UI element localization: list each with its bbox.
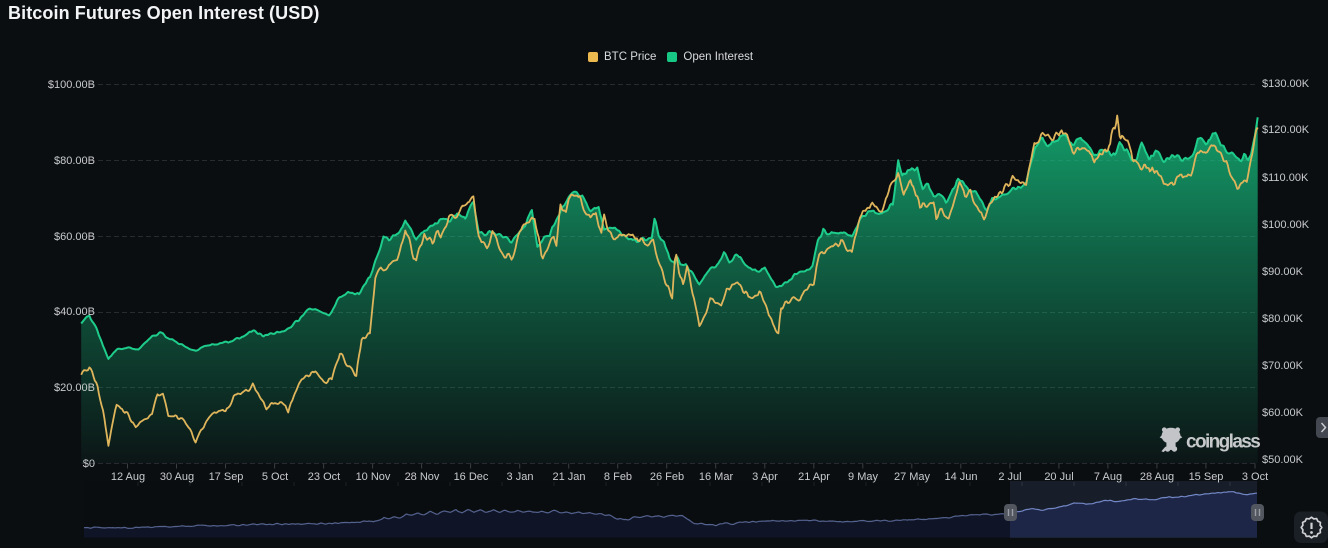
svg-text:coinglass: coinglass: [1186, 432, 1260, 453]
